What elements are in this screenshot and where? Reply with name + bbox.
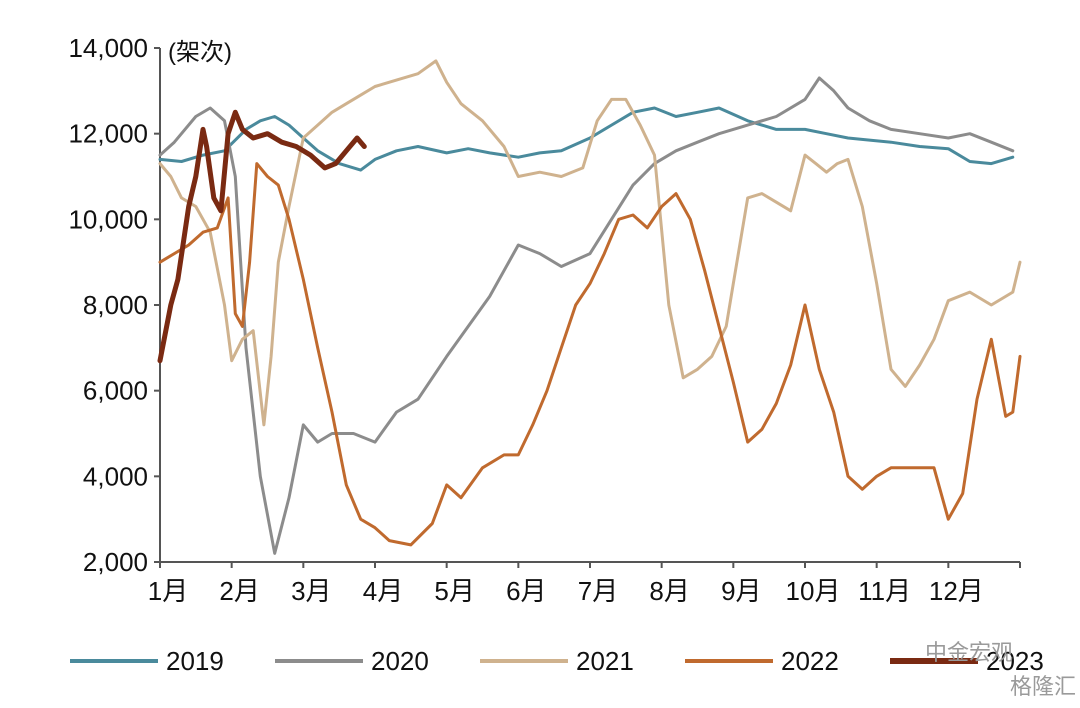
y-tick-label: 10,000	[68, 204, 148, 234]
x-tick-label: 10月	[786, 576, 841, 606]
axes-layer: 2,000 4,000 6,000 8,000 10,000 12,000 14,000 (架…	[68, 33, 1021, 606]
legend-label-2021: 2021	[576, 646, 634, 676]
y-tick-label: 2,000	[83, 547, 148, 577]
y-tick-label: 12,000	[68, 119, 148, 149]
x-tick-label: 8月	[649, 576, 689, 606]
legend-label-2022: 2022	[781, 646, 839, 676]
x-tick-label: 3月	[291, 576, 331, 606]
y-tick-label: 4,000	[83, 461, 148, 491]
series-line-2020	[158, 76, 1015, 555]
x-tick-label: 2月	[219, 576, 259, 606]
x-tick-label: 11月	[858, 576, 911, 606]
y-tick-label: 14,000	[68, 33, 148, 63]
x-tick-label: 9月	[721, 576, 761, 606]
watermark: 中金宏观 格隆汇	[925, 640, 1076, 699]
watermark-subtext: 格隆汇	[1010, 674, 1076, 699]
y-tick-label: 8,000	[83, 290, 148, 320]
series-line-2019	[158, 106, 1015, 172]
legend-label-2020: 2020	[371, 646, 429, 676]
x-tick-label: 7月	[578, 576, 618, 606]
x-tick-label: 5月	[434, 576, 474, 606]
series-layer	[157, 59, 1022, 555]
x-tick-label: 6月	[506, 576, 546, 606]
y-axis-unit-label: (架次)	[168, 39, 232, 66]
series-line-2023	[157, 109, 367, 364]
x-tick-label: 4月	[363, 576, 403, 606]
x-tick-label: 1月	[148, 576, 188, 606]
series-line-2021	[158, 59, 1022, 427]
legend-label-2023: 2023	[986, 646, 1044, 676]
y-tick-label: 6,000	[83, 376, 148, 406]
series-line-2022	[158, 162, 1022, 547]
watermark-text: 中金宏观	[925, 640, 1013, 665]
legend-label-2019: 2019	[166, 646, 224, 676]
x-tick-label: 12月	[929, 576, 984, 606]
legend: 2019 2020 2021 2022 2023	[70, 646, 1044, 676]
